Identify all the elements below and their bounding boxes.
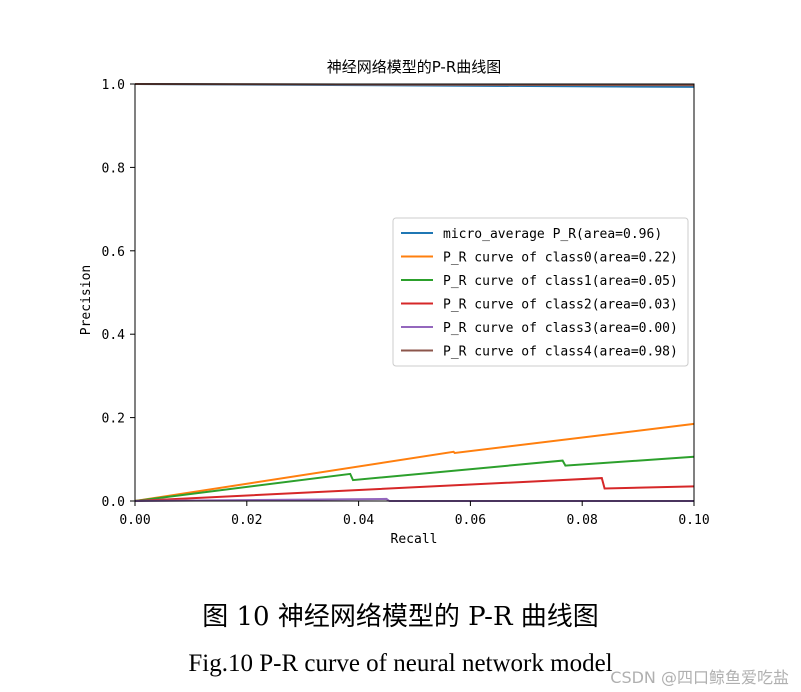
figure-caption-chinese: 图 10 神经网络模型的 P-R 曲线图 [202,602,599,632]
series-line-1 [134,422,695,502]
series-line-3 [134,477,695,502]
figure-caption-english: Fig.10 P-R curve of neural network model [188,650,613,677]
legend-label-1: P_R curve of class0(area=0.22) [443,251,678,266]
legend-label-3: P_R curve of class2(area=0.03) [443,298,678,313]
plot-frame [134,83,695,502]
legend-label-4: P_R curve of class3(area=0.00) [443,321,678,336]
x-tick-label: 0.04 [343,513,374,528]
y-tick-label: 0.6 [102,245,125,260]
x-tick-label: 0.06 [455,513,486,528]
y-tick-label: 0.4 [102,328,126,343]
legend-label-2: P_R curve of class1(area=0.05) [443,274,678,289]
legend-box [392,217,689,367]
x-axis-label: Recall [391,532,438,547]
y-tick-label: 0.0 [102,495,125,510]
y-axis-label: Precision [79,265,94,335]
plot-area [134,83,695,502]
y-tick-label: 0.2 [102,412,125,427]
x-tick-label: 0.10 [678,513,709,528]
series-line-2 [134,455,695,502]
chart-legend: micro_average P_R(area=0.96) P_R curve of… [392,217,689,367]
watermark: CSDN @四口鲸鱼爱吃盐 [610,668,789,687]
x-tick-label: 0.08 [567,513,598,528]
y-axis-ticks: 0.0 0.2 0.4 0.6 0.8 1.0 [102,78,135,510]
pr-curve-chart: 神经网络模型的P-R曲线图 0.00 0.02 0.04 0.06 0.08 0.10 0… [79,58,710,547]
y-tick-label: 1.0 [102,78,125,93]
x-axis-ticks: 0.00 0.02 0.04 0.06 0.08 0.10 [119,501,710,528]
x-tick-label: 0.02 [231,513,262,528]
legend-label-5: P_R curve of class4(area=0.98) [443,345,678,360]
y-tick-label: 0.8 [102,161,125,176]
x-tick-label: 0.00 [119,513,150,528]
legend-label-0: micro_average P_R(area=0.96) [443,227,662,242]
chart-title: 神经网络模型的P-R曲线图 [327,58,502,76]
